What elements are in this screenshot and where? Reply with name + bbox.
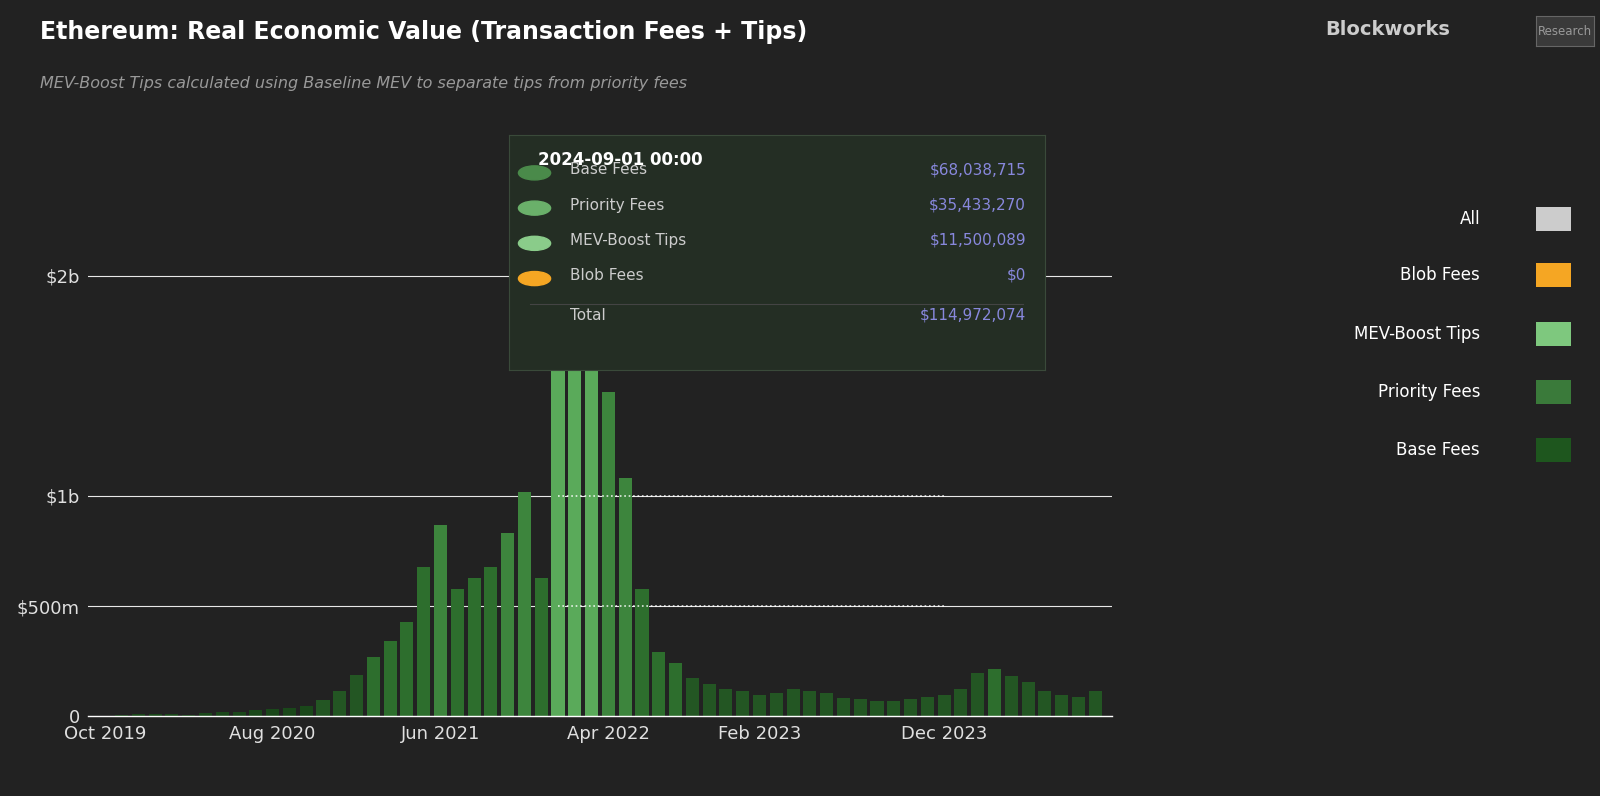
Bar (837, 697, 850, 716)
Bar (552, 368, 565, 716)
Bar (920, 697, 934, 716)
Bar (1072, 697, 1085, 716)
Bar (938, 695, 950, 716)
Bar (954, 689, 968, 716)
Bar (1005, 676, 1018, 716)
Bar (821, 693, 834, 716)
Bar (635, 588, 648, 716)
Bar (736, 691, 749, 716)
Bar (971, 673, 984, 716)
Text: Base Fees: Base Fees (1397, 441, 1480, 458)
Bar (1088, 691, 1102, 716)
Text: All: All (1459, 210, 1480, 228)
Bar (131, 714, 146, 716)
Bar (501, 533, 514, 716)
Bar (1021, 682, 1035, 716)
Bar (686, 678, 699, 716)
Text: Blockworks: Blockworks (1325, 20, 1450, 39)
Text: Priority Fees: Priority Fees (571, 197, 666, 213)
Bar (1038, 691, 1051, 716)
Bar (400, 622, 413, 716)
Bar (434, 525, 446, 716)
Text: $0: $0 (1006, 268, 1026, 283)
Text: 2024-09-01 00:00: 2024-09-01 00:00 (538, 150, 702, 169)
Bar (467, 578, 480, 716)
Bar (266, 708, 280, 716)
Text: Blob Fees: Blob Fees (571, 268, 645, 283)
Bar (534, 578, 547, 716)
Bar (216, 712, 229, 716)
Text: MEV-Boost Tips: MEV-Boost Tips (1354, 326, 1480, 343)
Bar (619, 478, 632, 716)
Bar (485, 567, 498, 716)
Bar (350, 674, 363, 716)
Bar (770, 693, 782, 716)
Bar (283, 708, 296, 716)
Text: Base Fees: Base Fees (571, 162, 648, 178)
Bar (602, 392, 614, 716)
Bar (803, 691, 816, 716)
Circle shape (518, 166, 550, 180)
Text: Research: Research (1538, 25, 1592, 37)
Text: MEV-Boost Tips calculated using Baseline MEV to separate tips from priority fees: MEV-Boost Tips calculated using Baseline… (40, 76, 686, 91)
Bar (384, 642, 397, 716)
Bar (754, 696, 766, 716)
Bar (568, 338, 581, 716)
Bar (198, 713, 213, 716)
Bar (317, 700, 330, 716)
Text: $35,433,270: $35,433,270 (930, 197, 1026, 213)
Bar (586, 205, 598, 716)
Bar (854, 699, 867, 716)
Bar (165, 714, 179, 716)
Bar (1054, 695, 1069, 716)
Bar (366, 657, 379, 716)
Bar (669, 664, 682, 716)
Text: $68,038,715: $68,038,715 (930, 162, 1026, 178)
Bar (987, 669, 1002, 716)
Bar (115, 715, 128, 716)
Text: $11,500,089: $11,500,089 (930, 232, 1026, 248)
Bar (149, 714, 162, 716)
Bar (299, 706, 312, 716)
Bar (250, 710, 262, 716)
Bar (787, 689, 800, 716)
Bar (870, 700, 883, 716)
Bar (232, 712, 246, 716)
Bar (451, 588, 464, 716)
Bar (653, 653, 666, 716)
Bar (720, 689, 733, 716)
Bar (904, 699, 917, 716)
Text: Priority Fees: Priority Fees (1378, 383, 1480, 400)
Bar (333, 691, 346, 716)
Bar (888, 701, 901, 716)
Circle shape (518, 201, 550, 215)
Circle shape (518, 271, 550, 286)
Circle shape (518, 236, 550, 251)
Text: $114,972,074: $114,972,074 (920, 308, 1026, 323)
Text: Total: Total (571, 308, 606, 323)
Bar (702, 685, 715, 716)
Bar (418, 567, 430, 716)
Text: MEV-Boost Tips: MEV-Boost Tips (571, 232, 686, 248)
Text: Blob Fees: Blob Fees (1400, 266, 1480, 283)
Text: Ethereum: Real Economic Value (Transaction Fees + Tips): Ethereum: Real Economic Value (Transacti… (40, 20, 808, 44)
Bar (518, 492, 531, 716)
Bar (182, 715, 195, 716)
